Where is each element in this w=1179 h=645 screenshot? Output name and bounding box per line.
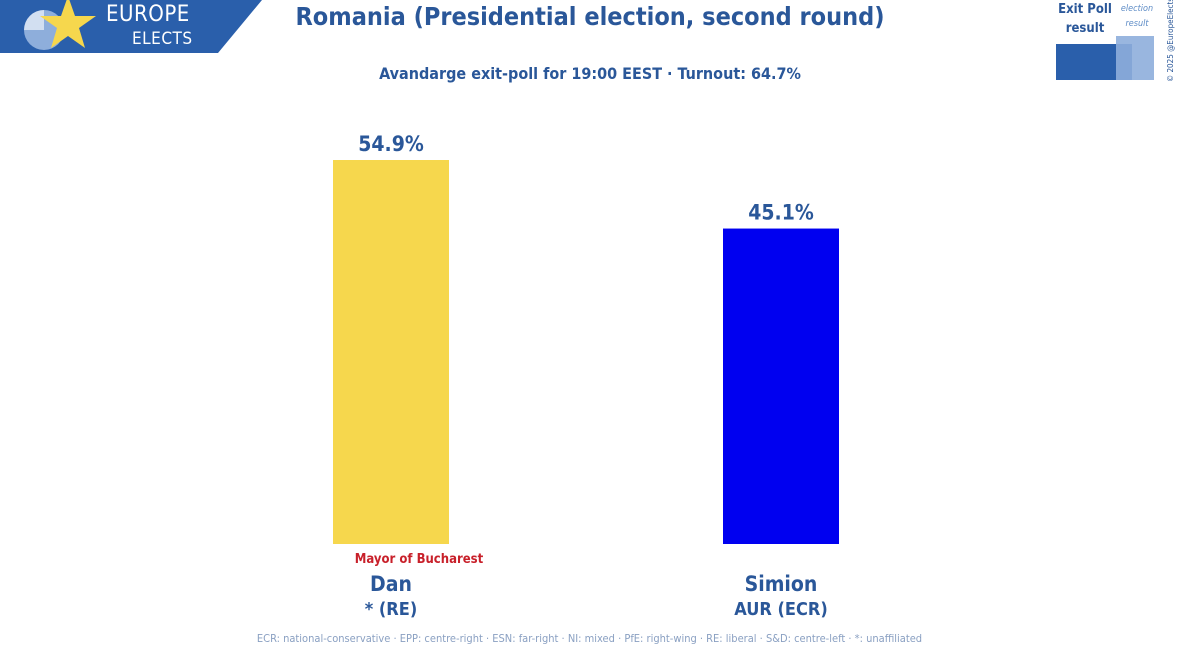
bar-dan bbox=[333, 160, 449, 544]
election-result-swatch bbox=[1116, 36, 1154, 80]
candidate-name: Simion bbox=[745, 572, 818, 596]
legend-election-line-2: result bbox=[1125, 19, 1149, 29]
candidate-name: Dan bbox=[370, 572, 412, 596]
legend-exit-poll-line-1: Exit Poll bbox=[1058, 2, 1112, 17]
legend-exit-poll-line-2: result bbox=[1065, 21, 1105, 36]
candidate-party: AUR (ECR) bbox=[734, 599, 827, 620]
chart-subtitle: Avandarge exit-poll for 19:00 EEST · Tur… bbox=[379, 64, 801, 83]
bar-value-label: 54.9% bbox=[358, 132, 424, 156]
candidate-party: * (RE) bbox=[365, 599, 417, 620]
europe-elects-logo: EUROPE ELECTS bbox=[0, 0, 262, 53]
star-icon bbox=[40, 0, 96, 48]
brand-line-2: ELECTS bbox=[132, 29, 193, 49]
bar-simion bbox=[723, 228, 839, 544]
legend-election-line-1: election bbox=[1120, 4, 1154, 14]
chart-title: Romania (Presidential election, second r… bbox=[295, 2, 885, 31]
legend-election-result: election result bbox=[1116, 2, 1158, 32]
legend-exit-poll: Exit Poll result bbox=[1058, 0, 1112, 38]
bar-value-label: 45.1% bbox=[748, 201, 814, 225]
candidate-note: Mayor of Bucharest bbox=[355, 552, 484, 567]
brand-line-1: EUROPE bbox=[106, 2, 190, 27]
party-glossary-footer: ECR: national-conservative · EPP: centre… bbox=[256, 632, 923, 645]
logo-shape bbox=[0, 0, 262, 53]
